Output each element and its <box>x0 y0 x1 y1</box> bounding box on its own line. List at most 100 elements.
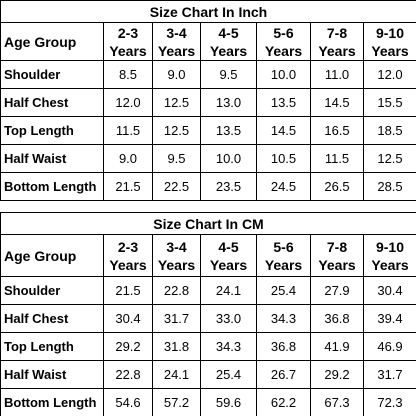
data-row: Top Length 11.5 12.5 13.5 14.5 16.5 18.5 <box>0 116 416 145</box>
size-value: 22.8 <box>152 276 201 305</box>
size-value: 16.5 <box>310 116 364 145</box>
size-value: 34.3 <box>256 304 311 333</box>
row-label: Half Waist <box>0 360 104 389</box>
size-value: 22.5 <box>152 172 201 201</box>
size-value: 8.5 <box>103 60 153 89</box>
data-row: Half Waist 9.0 9.5 10.0 10.5 11.5 12.5 <box>0 144 416 173</box>
header-label: Age Group <box>0 234 104 277</box>
size-value: 22.8 <box>103 360 153 389</box>
size-value: 25.4 <box>256 276 311 305</box>
size-value: 12.0 <box>363 60 416 89</box>
size-table: Size Chart In CM Age Group 2-3 Years 3-4 Ye… <box>0 212 416 416</box>
size-value: 9.0 <box>103 144 153 173</box>
age-header: 2-3 Years <box>103 22 153 61</box>
age-header: 2-3 Years <box>103 234 153 277</box>
age-header: 3-4 Years <box>152 234 201 277</box>
size-value: 41.9 <box>310 332 364 361</box>
size-value: 12.5 <box>363 144 416 173</box>
size-value: 11.0 <box>310 60 364 89</box>
size-value: 12.5 <box>152 116 201 145</box>
row-label: Bottom Length <box>0 388 104 416</box>
size-value: 10.0 <box>200 144 257 173</box>
size-value: 34.3 <box>200 332 257 361</box>
size-value: 15.5 <box>363 88 416 117</box>
size-value: 10.5 <box>256 144 311 173</box>
size-value: 30.4 <box>103 304 153 333</box>
size-value: 13.5 <box>256 88 311 117</box>
title-row: Size Chart In Inch <box>0 0 416 23</box>
size-value: 13.5 <box>200 116 257 145</box>
size-value: 18.5 <box>363 116 416 145</box>
size-value: 29.2 <box>310 360 364 389</box>
size-value: 12.5 <box>152 88 201 117</box>
size-value: 30.4 <box>363 276 416 305</box>
size-value: 23.5 <box>200 172 257 201</box>
size-value: 29.2 <box>103 332 153 361</box>
size-value: 59.6 <box>200 388 257 416</box>
header-row: Age Group 2-3 Years 3-4 Years 4-5 Years 5-6 … <box>0 234 416 277</box>
data-row: Half Chest 12.0 12.5 13.0 13.5 14.5 15.5 <box>0 88 416 117</box>
age-header: 3-4 Years <box>152 22 201 61</box>
data-row: Top Length 29.2 31.8 34.3 36.8 41.9 46.9 <box>0 332 416 361</box>
size-value: 28.5 <box>363 172 416 201</box>
row-label: Half Chest <box>0 304 104 333</box>
header-label: Age Group <box>0 22 104 61</box>
age-header: 5-6 Years <box>256 234 311 277</box>
size-value: 27.9 <box>310 276 364 305</box>
size-value: 26.7 <box>256 360 311 389</box>
row-label: Top Length <box>0 332 104 361</box>
row-label: Shoulder <box>0 60 104 89</box>
size-value: 57.2 <box>152 388 201 416</box>
row-label: Half Chest <box>0 88 104 117</box>
size-value: 13.0 <box>200 88 257 117</box>
age-header: 7-8 Years <box>310 234 364 277</box>
data-row: Bottom Length 54.6 57.2 59.6 62.2 67.3 72.3 <box>0 388 416 416</box>
size-table: Size Chart In Inch Age Group 2-3 Years 3-4 … <box>0 0 416 201</box>
size-value: 67.3 <box>310 388 364 416</box>
size-value: 10.0 <box>256 60 311 89</box>
size-value: 11.5 <box>310 144 364 173</box>
size-chart-inch: Size Chart In Inch Age Group 2-3 Years 3-4 … <box>0 0 416 201</box>
size-value: 14.5 <box>310 88 364 117</box>
size-chart-cm: Size Chart In CM Age Group 2-3 Years 3-4 Ye… <box>0 212 416 416</box>
title-row: Size Chart In CM <box>0 212 416 235</box>
size-value: 31.8 <box>152 332 201 361</box>
size-value: 25.4 <box>200 360 257 389</box>
data-row: Bottom Length 21.5 22.5 23.5 24.5 26.5 28.5 <box>0 172 416 201</box>
size-value: 9.5 <box>152 144 201 173</box>
size-value: 24.1 <box>200 276 257 305</box>
data-row: Shoulder 8.5 9.0 9.5 10.0 11.0 12.0 <box>0 60 416 89</box>
size-value: 12.0 <box>103 88 153 117</box>
size-value: 26.5 <box>310 172 364 201</box>
size-value: 11.5 <box>103 116 153 145</box>
size-value: 21.5 <box>103 276 153 305</box>
header-row: Age Group 2-3 Years 3-4 Years 4-5 Years 5-6 … <box>0 22 416 61</box>
age-header: 4-5 Years <box>200 234 257 277</box>
row-label: Half Waist <box>0 144 104 173</box>
size-value: 31.7 <box>363 360 416 389</box>
size-value: 39.4 <box>363 304 416 333</box>
size-value: 54.6 <box>103 388 153 416</box>
data-row: Shoulder 21.5 22.8 24.1 25.4 27.9 30.4 <box>0 276 416 305</box>
data-row: Half Chest 30.4 31.7 33.0 34.3 36.8 39.4 <box>0 304 416 333</box>
age-header: 4-5 Years <box>200 22 257 61</box>
row-label: Bottom Length <box>0 172 104 201</box>
age-header: 7-8 Years <box>310 22 364 61</box>
age-header: 9-10 Years <box>363 22 416 61</box>
data-row: Half Waist 22.8 24.1 25.4 26.7 29.2 31.7 <box>0 360 416 389</box>
table-title: Size Chart In CM <box>0 212 416 235</box>
size-value: 62.2 <box>256 388 311 416</box>
age-header: 9-10 Years <box>363 234 416 277</box>
size-value: 46.9 <box>363 332 416 361</box>
size-value: 9.5 <box>200 60 257 89</box>
table-title: Size Chart In Inch <box>0 0 416 23</box>
size-value: 36.8 <box>256 332 311 361</box>
size-value: 33.0 <box>200 304 257 333</box>
size-value: 72.3 <box>363 388 416 416</box>
size-value: 31.7 <box>152 304 201 333</box>
age-header: 5-6 Years <box>256 22 311 61</box>
size-value: 36.8 <box>310 304 364 333</box>
size-value: 24.5 <box>256 172 311 201</box>
size-value: 24.1 <box>152 360 201 389</box>
row-label: Top Length <box>0 116 104 145</box>
